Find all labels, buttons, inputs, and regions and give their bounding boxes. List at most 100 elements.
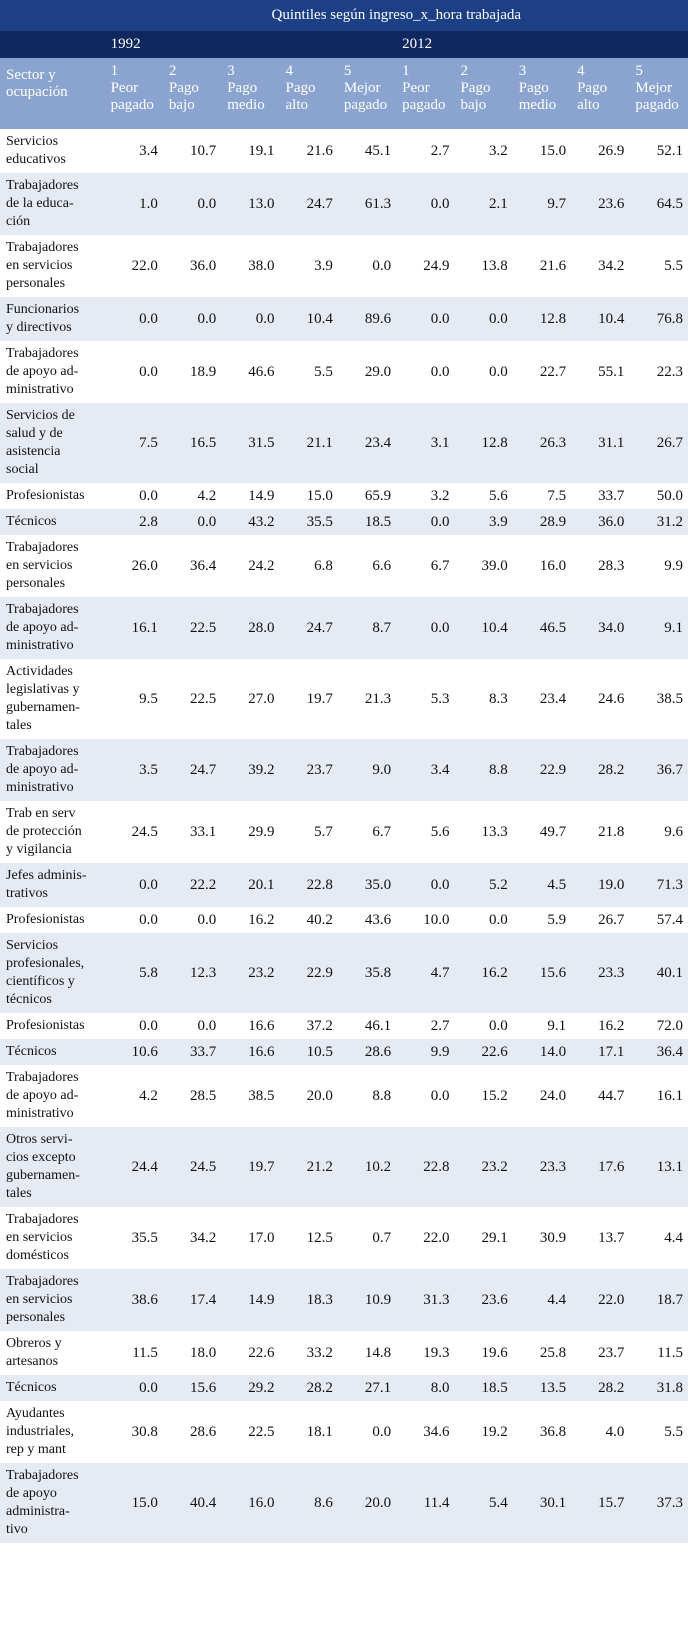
row-label-line: industriales,	[6, 1424, 75, 1439]
row-label-line: Funcionarios	[6, 302, 80, 317]
table-cell: 40.4	[162, 1463, 222, 1543]
table-cell: 5.6	[454, 483, 513, 509]
table-row: Trabajadores de apoyo ad-ministrativo 0.0 1…	[0, 341, 688, 403]
table-cell: 38.0	[221, 235, 280, 297]
quintile-header-line: alto	[285, 97, 309, 113]
sector-header-line: ocupación	[6, 84, 68, 100]
quintile-header-line: Peor	[402, 80, 430, 96]
row-label-line: cios excepto	[6, 1150, 76, 1165]
table-cell: 17.0	[221, 1207, 280, 1269]
quintile-header-line: 1	[110, 63, 119, 79]
table-cell: 0.0	[104, 907, 163, 933]
row-label: Técnicos	[0, 1039, 105, 1065]
table-cell: 55.1	[571, 341, 630, 403]
table-row: Otros servi-cios excepto gubernamen-tales…	[0, 1127, 688, 1207]
table-cell: 18.3	[279, 1269, 338, 1331]
table-cell: 18.1	[279, 1401, 338, 1463]
table-cell: 25.8	[512, 1331, 572, 1375]
row-label-line: gubernamen-	[6, 700, 80, 715]
quintile-header-line: Pago	[168, 80, 199, 96]
table-cell: 43.6	[337, 907, 397, 933]
table-body: Servicios educativos 3.4 10.7 19.1 21.6 45.1 2.…	[0, 129, 688, 1543]
table-cell: 19.7	[221, 1127, 280, 1207]
table-cell: 4.4	[512, 1269, 572, 1331]
table-cell: 65.9	[337, 483, 397, 509]
table-cell: 0.0	[162, 297, 222, 341]
row-label-line: de apoyo ad-	[6, 762, 79, 777]
table-row: Técnicos 0.0 15.6 29.2 28.2 27.1 8.0 18.5 13.5 28…	[0, 1375, 688, 1401]
table-cell: 29.0	[337, 341, 397, 403]
table-cell: 34.0	[571, 597, 630, 659]
table-cell: 35.8	[337, 933, 397, 1013]
table-cell: 22.3	[629, 341, 688, 403]
table-cell: 26.0	[104, 535, 163, 597]
row-label: Ayudantes industriales, rep y mant	[0, 1401, 105, 1463]
table-cell: 10.9	[337, 1269, 397, 1331]
table-cell: 7.5	[512, 483, 572, 509]
table-row: Obreros y artesanos 11.5 18.0 22.6 33.2 14.8 19…	[0, 1331, 688, 1375]
row-label-line: de protección	[6, 824, 82, 839]
table-cell: 4.0	[571, 1401, 630, 1463]
table-cell: 0.0	[337, 235, 397, 297]
row-label-line: Otros servi-	[6, 1132, 73, 1147]
table-row: Trabajadores en servicios personales 26.0 36…	[0, 535, 688, 597]
row-label: Funcionarios y directivos	[0, 297, 105, 341]
row-label-line: de apoyo ad-	[6, 364, 79, 379]
table-cell: 46.1	[337, 1013, 397, 1039]
table-cell: 16.6	[221, 1039, 280, 1065]
table-cell: 28.6	[162, 1401, 222, 1463]
row-label-line: asistencia	[6, 444, 61, 459]
row-label-line: personales	[6, 276, 66, 291]
table-cell: 4.2	[162, 483, 222, 509]
quintile-1-header-2012: 1 Peor pagado	[396, 58, 455, 129]
table-cell: 21.6	[512, 235, 572, 297]
table-cell: 4.5	[512, 863, 572, 907]
quintile-header-line: Mejor	[343, 80, 381, 96]
row-label-line: en servicios	[6, 1292, 73, 1307]
table-cell: 6.8	[279, 535, 338, 597]
table-cell: 16.2	[454, 933, 513, 1013]
table-cell: 23.6	[571, 173, 630, 235]
table-cell: 19.0	[571, 863, 630, 907]
row-label-line: tales	[6, 1186, 32, 1201]
table-cell: 10.4	[454, 597, 513, 659]
table-cell: 24.2	[221, 535, 280, 597]
row-label: Trabajadores de la educa-ción	[0, 173, 105, 235]
table-cell: 0.0	[337, 1401, 397, 1463]
table-cell: 39.2	[221, 739, 280, 801]
table-cell: 46.6	[221, 341, 280, 403]
quintile-header-line: alto	[577, 97, 600, 113]
table-cell: 2.7	[396, 129, 455, 173]
column-header-row: Sector y ocupación 1 Peor pagado 2 Pago bajo 3 Pa…	[0, 58, 688, 129]
table-cell: 13.0	[221, 173, 280, 235]
table-cell: 17.1	[571, 1039, 630, 1065]
table-cell: 28.2	[571, 1375, 630, 1401]
row-label-line: de apoyo ad-	[6, 1088, 79, 1103]
table-cell: 29.1	[454, 1207, 513, 1269]
row-label-line: Profesionistas	[6, 1018, 85, 1033]
table-cell: 13.8	[454, 235, 513, 297]
table-cell: 8.3	[454, 659, 513, 739]
row-label-line: y vigilancia	[6, 842, 72, 857]
row-label: Obreros y artesanos	[0, 1331, 105, 1375]
table-cell: 37.3	[629, 1463, 688, 1543]
table-cell: 23.2	[221, 933, 280, 1013]
table-cell: 3.5	[104, 739, 163, 801]
row-label-line: en servicios	[6, 558, 73, 573]
table-cell: 13.5	[512, 1375, 572, 1401]
table-row: Trabajadores de apoyo ad-ministrativo 4.2 2…	[0, 1065, 688, 1127]
table-cell: 22.2	[162, 863, 222, 907]
table-cell: 0.0	[396, 1065, 455, 1127]
table-cell: 16.2	[221, 907, 280, 933]
table-cell: 24.7	[279, 597, 338, 659]
quintile-header-line: bajo	[460, 97, 487, 113]
table-cell: 33.2	[279, 1331, 338, 1375]
row-label: Otros servi-cios excepto gubernamen-tales	[0, 1127, 105, 1207]
table-cell: 33.7	[162, 1039, 222, 1065]
row-label-line: rep y mant	[6, 1442, 66, 1457]
table-cell: 35.5	[104, 1207, 163, 1269]
table-cell: 21.1	[279, 403, 338, 483]
table-cell: 5.3	[396, 659, 455, 739]
table-cell: 24.9	[396, 235, 455, 297]
table-cell: 22.5	[162, 659, 222, 739]
